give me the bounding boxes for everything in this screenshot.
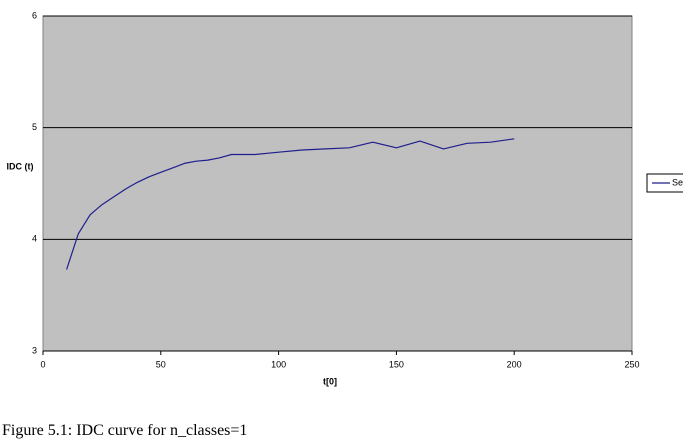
chart: IDC (t) t[0] 3 4 5 6 0 50 100 150 200 250 Se — [7, 10, 683, 386]
y-tick-label: 6 — [32, 10, 37, 20]
x-tick-label: 200 — [507, 359, 522, 369]
y-axis-label: IDC (t) — [7, 161, 34, 171]
plot-area — [42, 15, 633, 352]
x-tick-label: 150 — [389, 359, 404, 369]
y-tick-label: 3 — [32, 345, 37, 355]
y-tick-label: 4 — [32, 234, 37, 244]
caption: Figure 5.1: IDC curve for n_classes=1 — [2, 422, 248, 439]
x-tick-label: 50 — [156, 359, 166, 369]
x-tick-label: 0 — [40, 359, 45, 369]
data-line — [66, 138, 515, 270]
x-tick-label: 100 — [271, 359, 286, 369]
legend-label: Se — [672, 177, 683, 187]
y-tick-label: 5 — [32, 122, 37, 132]
x-axis-label: t[0] — [323, 376, 337, 386]
x-tick-label: 250 — [624, 359, 639, 369]
